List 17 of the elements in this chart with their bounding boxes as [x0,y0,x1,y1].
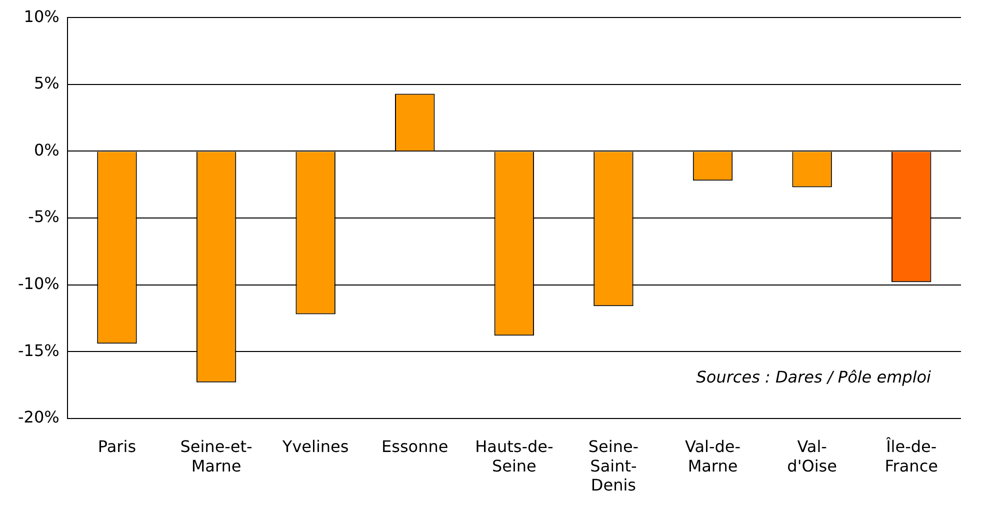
x-tick-label: Val-d'Oise [787,437,837,476]
x-tick-label: Seine-et-Marne [180,437,252,476]
x-tick-label: Île-de-France [884,437,938,476]
y-tick-label: 10% [24,6,60,26]
y-tick-label: 0% [34,140,60,160]
x-tick-label: Paris [98,437,136,456]
y-tick-label: 5% [34,74,60,93]
y-tick-label: -10% [18,274,60,293]
y-tick-label: -15% [18,340,60,360]
x-tick-label: Yvelines [281,437,349,456]
y-tick-label: -5% [28,207,60,226]
annotation: Sources : Dares / Pôle emploi [696,368,932,387]
x-tick-label: Hauts-de-Seine [475,437,554,476]
y-tick-label: -20% [18,408,60,427]
x-tick-label: Val-de-Marne [685,437,741,476]
x-tick-label: Seine-Saint-Denis [588,437,639,495]
x-tick-label: Essonne [382,437,448,456]
